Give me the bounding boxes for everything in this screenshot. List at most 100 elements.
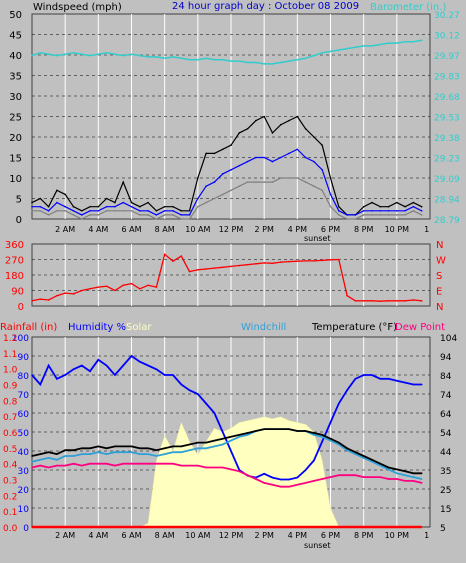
temperature-y-tick-label: 94 [440,353,452,363]
wind-series-barometer-point [72,51,75,54]
temp-series-dew-point-point [396,478,398,480]
temp-x-tick-label: 10 AM [185,531,210,540]
direction-series-point [304,260,307,262]
temp-series-temperature-point [230,435,232,438]
direction-series-point [64,292,66,294]
wind-series-windspeed-point [64,193,66,196]
rainfall-y-tick-label: 0.6 [3,429,18,439]
temp-series-rainfall-point [238,526,241,528]
rainfall-y-tick-label: 1.2 [3,334,17,344]
wind-series-wind-low-point [379,214,382,216]
wind-series-windspeed-point [188,210,191,212]
temp-series-windchill-point [138,453,141,455]
temp-series-temperature-point [97,445,100,448]
direction-series-point [362,300,365,302]
wind-series-wind-average-point [180,214,183,216]
wind-series-wind-average-point [105,205,108,208]
wind-series-windspeed-point [97,205,100,208]
direction-series-point [387,300,390,302]
temp-series-windchill-point [97,451,100,453]
wind-series-wind-average-point [89,210,91,212]
temperature-y-tick-label: 5 [440,524,446,534]
wind-series-windspeed-point [89,205,91,208]
barometer-y-tick-label: 29.38 [434,134,460,144]
wind-series-wind-low-point [412,210,415,212]
wind-series-barometer-point [288,60,290,62]
temperature-axis-title: Temperature (°F) [311,322,397,333]
wind-series-wind-average-point [279,156,282,159]
compass-tick-label: N [436,240,443,251]
wind-series-windspeed-point [296,115,299,118]
temp-series-temperature-point [304,430,307,432]
temp-series-dew-point-point [238,470,241,473]
wind-series-windspeed-point [362,205,365,208]
temp-series-humidity-point [205,402,207,405]
temp-series-humidity-point [230,450,232,452]
wind-series-wind-average-point [197,197,199,200]
temp-series-humidity-point [396,379,398,382]
wind-series-wind-low-point [105,210,108,212]
barometer-y-tick-label: 29.53 [434,114,460,124]
wind-x-tick-label: 10 AM [185,225,210,234]
temp-series-rainfall-point [180,526,183,528]
direction-series-point [230,265,232,268]
temp-series-dew-point-point [56,464,58,467]
temp-series-humidity-point [221,431,224,433]
temp-series-dew-point-point [114,464,116,467]
temp-series-humidity-point [122,364,125,367]
wind-series-barometer-point [346,47,348,50]
wind-series-wind-average-point [420,210,423,212]
temp-series-rainfall-point [163,526,166,528]
direction-series-point [163,253,166,256]
direction-series-point [288,260,290,263]
temp-series-humidity-point [321,440,324,443]
wind-series-wind-low-point [288,177,290,179]
wind-series-wind-low-point [304,181,307,183]
temp-series-humidity-point [155,368,158,371]
temp-series-dew-point-point [246,474,249,476]
wind-series-wind-average-point [56,201,58,204]
wind-series-windspeed-point [230,144,232,146]
temp-series-rainfall-point [114,526,116,528]
temp-x-tick-label: 8 PM [354,531,373,540]
wind-series-barometer-point [230,60,232,62]
temp-series-temperature-point [180,445,183,448]
humidity-y-tick-label: 60 [18,410,30,420]
humidity-y-tick-label: 80 [18,372,30,382]
wind-x-tick-label: 6 PM [321,225,340,234]
temp-series-rainfall-point [279,526,282,528]
rainfall-y-tick-label: 0.3 [3,477,17,487]
temp-series-windchill-point [31,460,33,463]
temperature-y-tick-label: 104 [440,334,457,344]
windspeed-y-tick-label: 45 [9,31,22,42]
direction-series-point [155,286,158,288]
direction-y-tick-label: 180 [5,271,24,282]
temp-series-rainfall-point [89,526,91,528]
temp-series-rainfall-point [221,526,224,528]
temp-series-temperature-point [64,449,66,452]
direction-series-point [72,293,75,295]
compass-tick-label: N [436,302,443,313]
wind-series-wind-low-point [296,177,299,179]
temp-series-humidity-point [362,374,365,376]
temp-series-dew-point-point [89,462,91,465]
wind-series-windspeed-point [180,210,183,212]
temp-series-humidity-point [105,364,108,367]
temp-series-dew-point-point [296,483,299,486]
compass-tick-label: E [436,287,442,298]
temp-series-rainfall-point [296,526,299,528]
temp-series-dew-point-point [197,464,199,467]
wind-series-wind-low-point [72,214,75,216]
rainfall-y-tick-label: 0.8 [3,397,18,407]
wind-series-barometer-point [130,53,133,55]
temp-series-rainfall-point [155,526,158,528]
wind-series-wind-average-point [387,210,390,212]
temp-series-windchill-point [122,451,125,453]
windspeed-y-tick-label: 15 [9,154,22,165]
direction-series-point [379,300,382,302]
temp-series-dew-point-point [230,468,232,471]
wind-series-wind-average-point [238,164,241,167]
wind-series-wind-average-point [39,205,42,208]
wind-series-wind-average-point [64,205,66,208]
wind-series-wind-low-point [163,214,166,216]
